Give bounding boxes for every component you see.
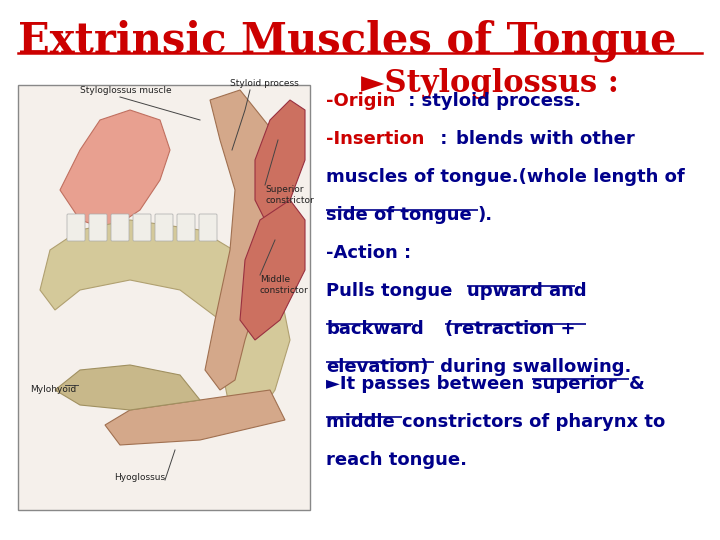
FancyBboxPatch shape (67, 214, 85, 241)
Text: Mylohyoid: Mylohyoid (30, 386, 76, 395)
Text: constrictors of pharynx to: constrictors of pharynx to (402, 413, 665, 431)
Text: Styloid process: Styloid process (230, 79, 299, 88)
Text: ►Styloglossus :: ►Styloglossus : (361, 68, 619, 99)
Text: Hyoglossus: Hyoglossus (114, 473, 166, 482)
Polygon shape (60, 110, 170, 230)
Text: -Action :: -Action : (326, 244, 411, 262)
Text: blends with other: blends with other (456, 130, 635, 148)
Text: middle: middle (326, 413, 401, 431)
FancyBboxPatch shape (199, 214, 217, 241)
Polygon shape (240, 200, 305, 340)
Text: Styloglossus muscle: Styloglossus muscle (80, 86, 171, 95)
FancyBboxPatch shape (111, 214, 129, 241)
Text: ).: ). (477, 206, 492, 224)
Text: :: : (434, 130, 448, 148)
Text: elevation): elevation) (326, 358, 428, 376)
Text: backward: backward (326, 320, 424, 338)
FancyBboxPatch shape (155, 214, 173, 241)
Text: &: & (629, 375, 645, 393)
Text: muscles of tongue.(whole length of: muscles of tongue.(whole length of (326, 168, 685, 186)
Polygon shape (255, 100, 305, 220)
Polygon shape (40, 220, 290, 420)
Text: Superior
constrictor: Superior constrictor (265, 185, 314, 205)
Polygon shape (205, 90, 290, 390)
Text: Extrinsic Muscles of Tongue: Extrinsic Muscles of Tongue (18, 20, 677, 63)
Text: : styloid process.: : styloid process. (402, 92, 581, 110)
Polygon shape (105, 390, 285, 445)
FancyBboxPatch shape (89, 214, 107, 241)
FancyBboxPatch shape (18, 85, 310, 510)
Text: upward and: upward and (467, 282, 587, 300)
Text: side of tongue: side of tongue (326, 206, 472, 224)
Text: -Origin: -Origin (326, 92, 395, 110)
Text: reach tongue.: reach tongue. (326, 451, 467, 469)
FancyBboxPatch shape (133, 214, 151, 241)
Text: Pulls tongue: Pulls tongue (326, 282, 459, 300)
Text: superior: superior (532, 375, 623, 393)
Text: Middle
constrictor: Middle constrictor (260, 275, 309, 295)
Text: -Insertion: -Insertion (326, 130, 424, 148)
FancyBboxPatch shape (177, 214, 195, 241)
Text: during swallowing.: during swallowing. (434, 358, 631, 376)
Text: ►It passes between: ►It passes between (326, 375, 531, 393)
Text: (retraction +: (retraction + (445, 320, 576, 338)
Polygon shape (55, 365, 200, 410)
